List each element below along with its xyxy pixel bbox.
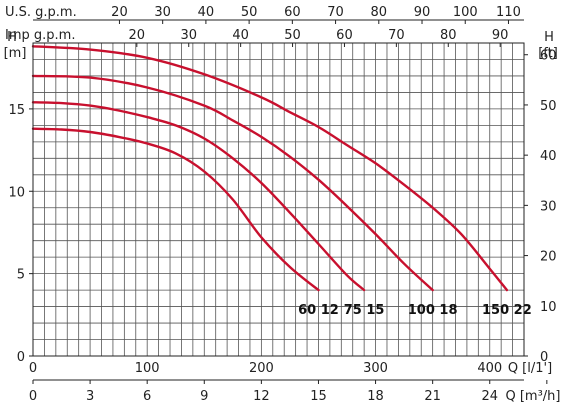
h-ft-tick-label: 0: [540, 350, 548, 365]
imp-gpm-tick-label: 60: [336, 28, 353, 43]
h-ft-tick-label: 40: [540, 149, 557, 164]
pump-curve-150-22: [31, 45, 509, 292]
us-gpm-tick-label: 30: [154, 5, 171, 20]
h-ft-tick-label: 20: [540, 250, 557, 265]
h-m-tick-label: 5: [17, 268, 25, 283]
h-ft-title: H: [544, 30, 554, 45]
grid: [33, 43, 524, 356]
us-gpm-tick-label: 60: [284, 5, 301, 20]
imp-gpm-tick-label: 50: [284, 28, 301, 43]
imp-gpm-tick-label: 90: [492, 28, 509, 43]
h-m-title: H: [7, 30, 17, 45]
imp-gpm-tick-label: 40: [232, 28, 249, 43]
imp-gpm-tick-label: 80: [440, 28, 457, 43]
us-gpm-tick-label: 20: [111, 5, 128, 20]
q-m3h-tick-label: 21: [424, 389, 441, 404]
imp-gpm-axis-label: Imp g.p.m.: [5, 28, 75, 43]
pump-curve-60-12: [31, 127, 320, 292]
h-ft-tick-label: 30: [540, 199, 557, 214]
q-m3h-tick-label: 18: [367, 389, 384, 404]
us-gpm-tick-label: 40: [198, 5, 215, 20]
h-m-tick-label: 10: [8, 185, 25, 200]
q-lmin-tick-label: 100: [135, 361, 160, 376]
imp-gpm-tick-label: 20: [129, 28, 146, 43]
h-m-unit: [m]: [4, 46, 27, 61]
q-lmin-tick-label: 200: [249, 361, 274, 376]
q-m3h-tick-label: 9: [200, 389, 208, 404]
curve-label: 75 15: [344, 303, 385, 318]
labels: 60 12 75 15 100 18 150 22051015010203040506…: [4, 5, 561, 404]
curve-label: 60 12: [298, 303, 339, 318]
us-gpm-tick-label: 110: [496, 5, 521, 20]
us-gpm-tick-label: 70: [327, 5, 344, 20]
curve-label: 150 22: [482, 303, 532, 318]
h-m-tick-label: 15: [8, 103, 25, 118]
q-m3h-axis-label: Q [m³/h]: [505, 389, 560, 404]
us-gpm-axis-label: U.S. g.p.m.: [5, 5, 77, 20]
h-m-tick-label: 0: [17, 350, 25, 365]
q-m3h-tick-label: 3: [86, 389, 94, 404]
q-m3h-tick-label: 15: [310, 389, 327, 404]
h-ft-tick-label: 50: [540, 99, 557, 114]
h-ft-tick-label: 60: [540, 49, 557, 64]
curve-label: 100 18: [408, 303, 458, 318]
pump-curve-75-15: [31, 101, 366, 292]
imp-gpm-tick-label: 70: [388, 28, 405, 43]
q-m3h-tick-label: 24: [481, 389, 498, 404]
imp-gpm-tick-label: 30: [180, 28, 197, 43]
h-ft-unit: [ft]: [538, 46, 558, 61]
q-m3h-tick-label: 6: [143, 389, 151, 404]
q-lmin-axis-label: Q [l/1']: [508, 361, 552, 376]
axes: [29, 19, 548, 384]
q-lmin-tick-label: 0: [29, 361, 37, 376]
q-m3h-tick-label: 12: [253, 389, 270, 404]
us-gpm-tick-label: 90: [414, 5, 431, 20]
us-gpm-tick-label: 80: [371, 5, 388, 20]
curves: [31, 45, 509, 292]
pump-curve-100-18: [31, 74, 434, 292]
q-m3h-tick-label: 0: [29, 389, 37, 404]
us-gpm-tick-label: 50: [241, 5, 258, 20]
q-lmin-tick-label: 400: [477, 361, 502, 376]
us-gpm-tick-label: 100: [453, 5, 478, 20]
q-lmin-tick-label: 300: [363, 361, 388, 376]
h-ft-tick-label: 10: [540, 300, 557, 315]
